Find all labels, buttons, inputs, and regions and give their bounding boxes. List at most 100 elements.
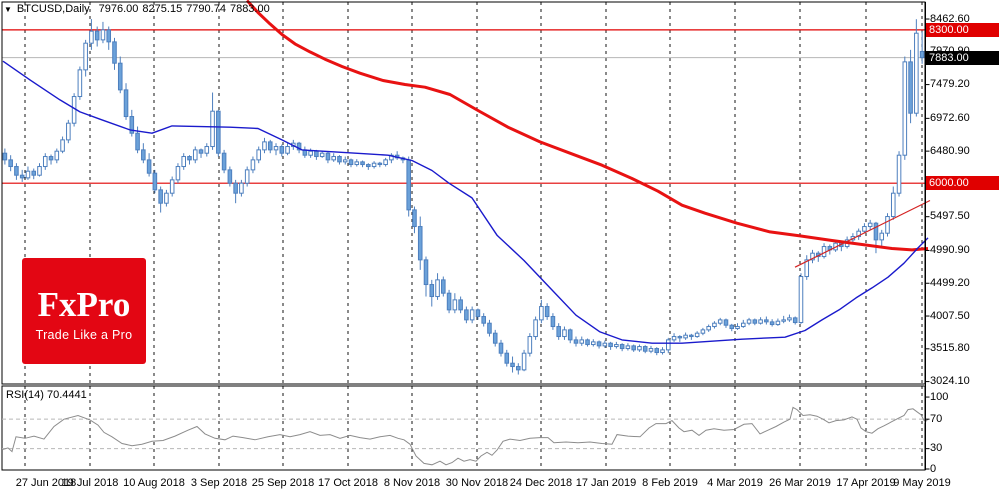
- current-price-label: 7883.00: [926, 50, 999, 65]
- candle-bullish: [637, 346, 642, 351]
- ma-slow-line[interactable]: [245, 0, 929, 252]
- candle-bearish: [752, 319, 758, 324]
- candle-bullish: [539, 306, 544, 321]
- candle-bearish: [14, 166, 19, 176]
- date-label: 10 Aug 2018: [123, 477, 185, 489]
- candle-bearish: [406, 159, 411, 211]
- price-tick-label: 3024.10: [930, 375, 970, 388]
- candle-bullish: [308, 150, 313, 156]
- candle-bearish: [550, 316, 556, 328]
- candle-bullish: [164, 192, 169, 204]
- candle-bullish: [902, 61, 908, 156]
- candle-bullish: [740, 322, 746, 328]
- candle-bearish: [146, 159, 152, 174]
- candle-bullish: [579, 339, 585, 344]
- candle-bullish: [712, 322, 717, 328]
- trendline-line[interactable]: [794, 199, 931, 268]
- chart-title: ▼ BTCUSD,Daily 7976.00 8275.15 7790.74 7883.0…: [4, 3, 274, 15]
- candle-bearish: [227, 169, 233, 184]
- candle-bearish: [325, 152, 331, 161]
- candle-bullish: [660, 349, 665, 354]
- candle-bullish: [210, 110, 215, 148]
- candle-bullish: [54, 150, 60, 161]
- candle-bullish: [273, 146, 279, 151]
- candle-bearish: [642, 346, 648, 352]
- candle-bullish: [77, 69, 83, 98]
- candle-bullish: [787, 317, 792, 321]
- candle-bullish: [181, 156, 187, 168]
- candle-bearish: [348, 159, 354, 166]
- candle-bearish: [481, 316, 486, 324]
- price-tick-label: 5497.50: [930, 210, 970, 223]
- candle-bullish: [758, 319, 763, 324]
- open-value: 7976.00: [98, 3, 139, 15]
- candle-bearish: [729, 324, 735, 330]
- candle-bullish: [192, 149, 198, 161]
- chevron-down-icon[interactable]: ▼: [4, 5, 12, 14]
- candle-bullish: [285, 146, 290, 154]
- close-value: 7883.00: [229, 3, 270, 15]
- fxpro-logo-text: FxPro: [37, 285, 131, 324]
- candle-bearish: [123, 89, 129, 118]
- candle-bullish: [383, 159, 388, 166]
- candle-bearish: [8, 159, 13, 168]
- candle-bullish: [896, 154, 902, 194]
- candle-bearish: [129, 116, 135, 134]
- candle-bullish: [890, 192, 896, 218]
- candle-bullish: [735, 326, 740, 330]
- candle-bullish: [775, 320, 781, 326]
- fxpro-logo: FxPro Trade Like a Pro: [22, 258, 146, 364]
- candle-bearish: [423, 259, 429, 286]
- rsi-scale-label: 0: [930, 462, 937, 475]
- candle-bearish: [337, 156, 342, 163]
- date-label: 3 Sep 2018: [190, 477, 248, 489]
- date-label: 19 Jul 2018: [61, 477, 119, 489]
- date-label: 4 Mar 2019: [707, 477, 763, 489]
- fxpro-tagline: Trade Like a Pro: [35, 328, 133, 342]
- candle-bullish: [469, 309, 475, 321]
- candle-bullish: [83, 42, 88, 71]
- candle-bullish: [527, 336, 533, 354]
- high-value: 8275.15: [142, 3, 183, 15]
- candle-bullish: [239, 182, 244, 194]
- candle-bearish: [723, 319, 729, 326]
- candle-bearish: [596, 341, 602, 347]
- candle-bearish: [117, 62, 123, 91]
- candle-bullish: [42, 156, 48, 168]
- rsi-scale-label: 70: [930, 412, 943, 425]
- candle-bullish: [614, 344, 619, 348]
- candle-bullish: [66, 122, 71, 141]
- candle-bearish: [873, 222, 879, 241]
- candle-bearish: [279, 146, 285, 154]
- candle-bearish: [510, 362, 515, 368]
- candle-bullish: [700, 329, 706, 334]
- candle-bearish: [631, 345, 636, 351]
- candle-bullish: [856, 230, 861, 238]
- date-label: 24 Dec 2018: [509, 477, 573, 489]
- candle-bullish: [371, 162, 377, 168]
- price-tick-label: 4990.90: [930, 243, 970, 256]
- candle-bearish: [314, 150, 319, 158]
- candle-bearish: [296, 142, 302, 151]
- candle-bearish: [677, 336, 683, 339]
- candle-bearish: [619, 344, 625, 350]
- candle-bearish: [689, 334, 694, 338]
- candle-bullish: [37, 166, 42, 176]
- date-label: 17 Oct 2018: [318, 477, 378, 489]
- candle-bearish: [441, 279, 446, 294]
- date-label: 26 Mar 2019: [769, 477, 831, 489]
- candle-bearish: [112, 41, 117, 64]
- candle-bullish: [591, 341, 596, 346]
- candle-bullish: [331, 156, 336, 161]
- candle-bearish: [198, 149, 204, 154]
- candle-bearish: [19, 174, 25, 179]
- candle-bearish: [221, 152, 227, 171]
- candle-bearish: [48, 156, 54, 161]
- candle-bearish: [608, 342, 613, 348]
- ma-fast-line[interactable]: [2, 60, 929, 344]
- candle-bullish: [821, 246, 827, 258]
- candle-bearish: [141, 149, 146, 161]
- candle-bearish: [464, 309, 469, 321]
